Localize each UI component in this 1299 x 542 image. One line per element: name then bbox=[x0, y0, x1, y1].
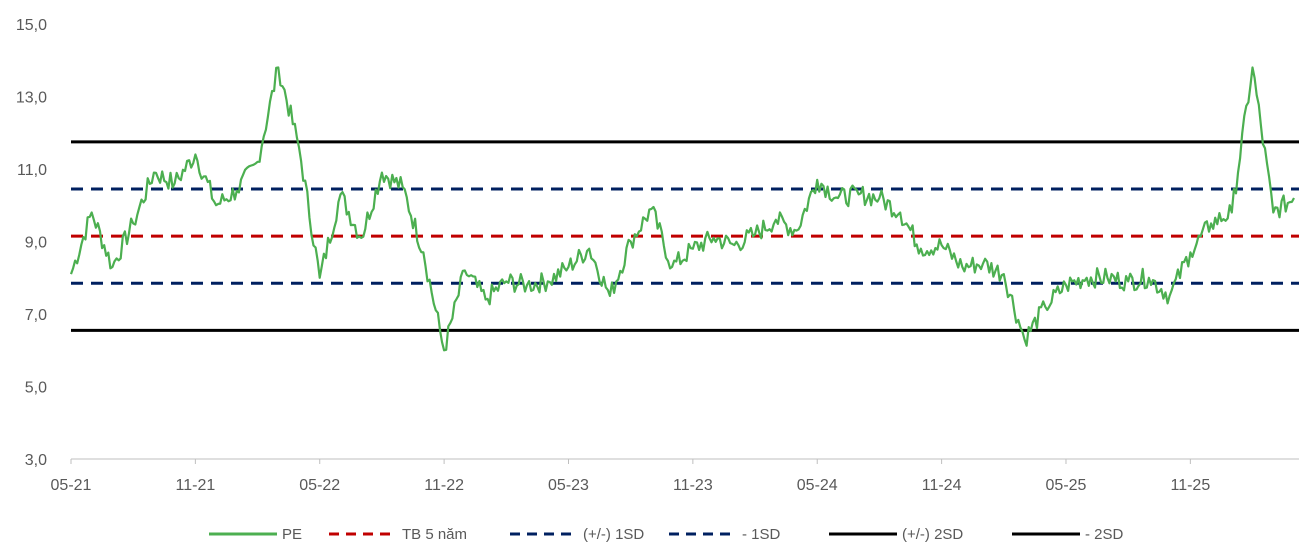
band-lines bbox=[71, 140, 1299, 332]
x-tick-label: 11-22 bbox=[424, 477, 464, 494]
x-tick-label: 11-24 bbox=[922, 477, 962, 494]
pe-series bbox=[69, 66, 1295, 352]
legend-item: - 1SD bbox=[669, 526, 781, 542]
x-tick-label: 11-21 bbox=[176, 477, 216, 494]
x-tick-label: 05-24 bbox=[797, 477, 838, 494]
legend-item: - 2SD bbox=[1012, 526, 1124, 542]
legend-label: - 1SD bbox=[742, 526, 781, 542]
y-tick-label: 9,0 bbox=[25, 235, 47, 252]
y-tick-label: 7,0 bbox=[25, 307, 47, 324]
x-tick-label: 11-23 bbox=[673, 477, 713, 494]
legend-label: TB 5 năm bbox=[402, 526, 467, 542]
x-tick-label: 05-22 bbox=[299, 477, 340, 494]
y-axis: 3,0 5,0 7,0 9,0 11,0 13,0 15,0 bbox=[16, 17, 47, 469]
x-tick-label: 11-25 bbox=[1170, 477, 1210, 494]
y-tick-label: 15,0 bbox=[16, 17, 47, 34]
y-tick-label: 5,0 bbox=[25, 380, 47, 397]
legend-item: (+/-) 2SD bbox=[829, 526, 963, 542]
legend-item: PE bbox=[209, 526, 302, 542]
legend-item: (+/-) 1SD bbox=[510, 526, 644, 542]
legend-label: (+/-) 2SD bbox=[902, 526, 963, 542]
x-tick-label: 05-23 bbox=[548, 477, 589, 494]
legend-item: TB 5 năm bbox=[329, 526, 467, 542]
x-tick-label: 05-21 bbox=[51, 477, 92, 494]
x-tick-label: 05-25 bbox=[1046, 477, 1087, 494]
y-tick-label: 3,0 bbox=[25, 452, 47, 469]
pe-line bbox=[69, 66, 1295, 352]
legend: PE TB 5 năm (+/-) 1SD - 1SD (+/-) 2SD - 2SD bbox=[209, 526, 1124, 542]
legend-label: - 2SD bbox=[1085, 526, 1124, 542]
legend-label: PE bbox=[282, 526, 302, 542]
y-tick-label: 11,0 bbox=[17, 162, 47, 179]
legend-label: (+/-) 1SD bbox=[583, 526, 644, 542]
x-axis: 05-21 11-21 05-22 11-22 05-23 11-23 05-24 11-24… bbox=[51, 458, 1299, 494]
y-tick-label: 13,0 bbox=[16, 90, 47, 107]
